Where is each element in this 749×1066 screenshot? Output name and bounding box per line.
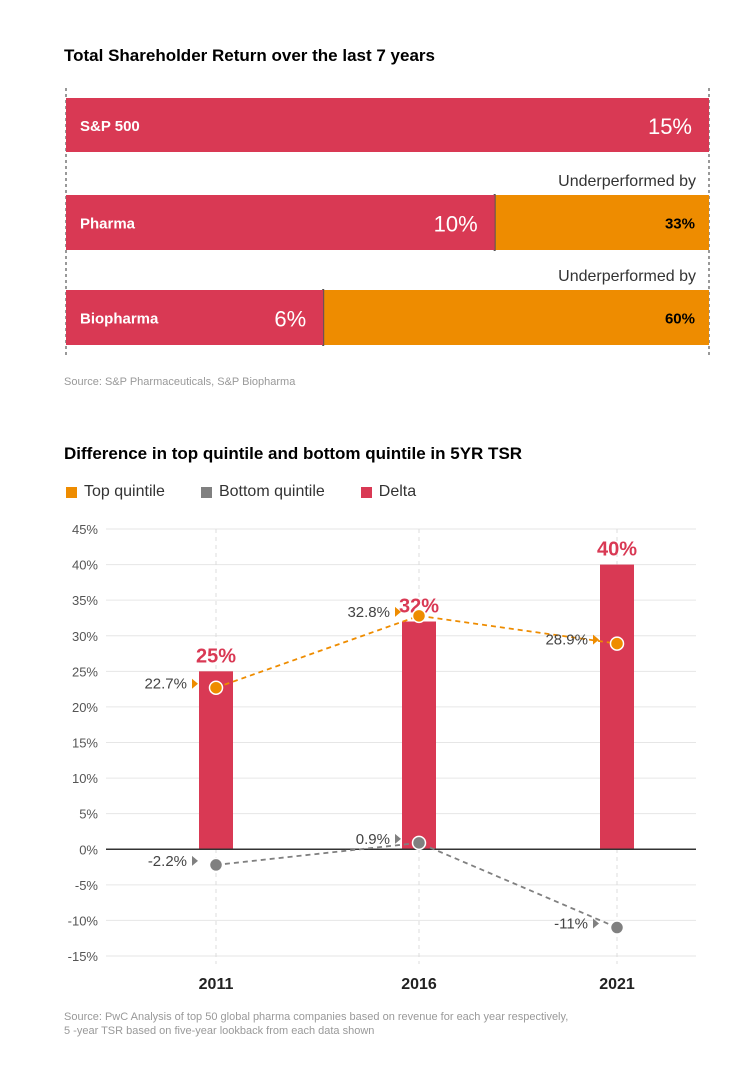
series-point-top-quintile xyxy=(609,636,625,651)
y-tick-label: 5% xyxy=(79,807,98,822)
y-tick-label: 30% xyxy=(72,629,98,644)
chart2-source: Source: PwC Analysis of top 50 global ph… xyxy=(64,1010,568,1038)
bar-pharma xyxy=(66,195,495,250)
legend-item-delta: Delta xyxy=(360,483,417,501)
series-label-pointer-top-quintile xyxy=(593,634,599,645)
legend-swatch-top-quintile xyxy=(66,486,77,498)
series-value-label-top-quintile: 28.9% xyxy=(545,632,588,649)
bar-biopharma xyxy=(66,290,324,345)
gap-caption-biopharma: Underperformed by xyxy=(558,268,696,285)
series-label-pointer-top-quintile xyxy=(395,606,401,617)
series-label-pointer-bottom-quintile xyxy=(192,855,198,866)
chart2-source-line1: Source: PwC Analysis of top 50 global ph… xyxy=(64,1011,569,1023)
tsr-bar-chart: S&P 500 15% 33% Underperformed by Pharma 10% 6… xyxy=(65,88,710,355)
series-label-pointer-top-quintile xyxy=(192,678,198,689)
legend-label-bottom-quintile: Bottom quintile xyxy=(218,483,325,500)
y-tick-label: 0% xyxy=(79,842,98,857)
y-tick-label: 45% xyxy=(72,522,98,537)
y-tick-label: -10% xyxy=(68,913,99,928)
gap-value-label-pharma: 33% xyxy=(665,216,695,233)
x-tick-label: 2011 xyxy=(199,976,234,993)
gap-bar-biopharma xyxy=(323,290,709,345)
chart1-source: Source: S&P Pharmaceuticals, S&P Biophar… xyxy=(64,376,296,388)
y-tick-label: -5% xyxy=(75,878,99,893)
legend-swatch-bottom-quintile xyxy=(200,486,212,498)
series-point-bottom-quintile xyxy=(411,835,427,851)
series-point-top-quintile xyxy=(411,608,427,624)
series-value-label-top-quintile: 22.7% xyxy=(144,676,187,693)
series-point-bottom-quintile xyxy=(208,857,224,873)
series-value-label-bottom-quintile: -11% xyxy=(554,916,588,933)
bar-delta xyxy=(199,671,233,850)
series-value-label-bottom-quintile: -2.2% xyxy=(148,853,187,870)
bar-value-label-biopharma: 6% xyxy=(274,307,306,332)
x-tick-label: 2016 xyxy=(401,976,437,993)
series-value-label-bottom-quintile: 0.9% xyxy=(356,831,390,848)
legend-label-top-quintile: Top quintile xyxy=(84,483,165,500)
series-point-top-quintile xyxy=(208,680,224,695)
y-tick-label: 35% xyxy=(72,593,98,608)
bar-category-label-s-p-500: S&P 500 xyxy=(80,118,140,135)
gap-value-label-biopharma: 60% xyxy=(665,311,695,328)
y-tick-label: -15% xyxy=(68,949,99,964)
bar-delta-label: 32% xyxy=(399,596,439,618)
legend-item-bottom-quintile: Bottom quintile xyxy=(200,483,325,501)
bar-category-label-biopharma: Biopharma xyxy=(80,311,159,328)
bar-delta xyxy=(600,564,634,850)
bar-delta-label: 40% xyxy=(597,539,637,561)
legend-swatch-delta xyxy=(360,486,372,498)
y-tick-label: 20% xyxy=(72,700,98,715)
y-tick-label: 25% xyxy=(72,664,98,679)
legend-item-top-quintile: Top quintile xyxy=(66,483,165,501)
bar-delta xyxy=(402,621,436,850)
chart1-title: Total Shareholder Return over the last 7… xyxy=(64,46,435,65)
bar-value-label-pharma: 10% xyxy=(434,212,478,237)
bar-s-p-500 xyxy=(66,98,709,152)
chart2-legend: Top quintile Bottom quintile Delta xyxy=(66,483,416,501)
bar-value-label-s-p-500: 15% xyxy=(648,114,692,139)
x-tick-label: 2021 xyxy=(599,976,635,993)
series-point-bottom-quintile xyxy=(609,920,625,935)
gap-bar-pharma xyxy=(494,195,709,250)
series-label-pointer-bottom-quintile xyxy=(395,833,401,844)
series-value-label-top-quintile: 32.8% xyxy=(347,604,390,621)
y-tick-label: 15% xyxy=(72,736,98,751)
y-tick-label: 10% xyxy=(72,771,98,786)
chart2-title: Difference in top quintile and bottom qu… xyxy=(64,444,523,463)
chart2-source-line2: 5 -year TSR based on five-year lookback … xyxy=(64,1025,375,1037)
gap-caption-pharma: Underperformed by xyxy=(558,173,696,190)
legend-label-delta: Delta xyxy=(378,483,417,500)
series-label-pointer-bottom-quintile xyxy=(593,918,599,929)
bar-delta-label: 25% xyxy=(196,645,236,667)
bar-category-label-pharma: Pharma xyxy=(80,216,136,233)
y-tick-label: 40% xyxy=(72,558,98,573)
